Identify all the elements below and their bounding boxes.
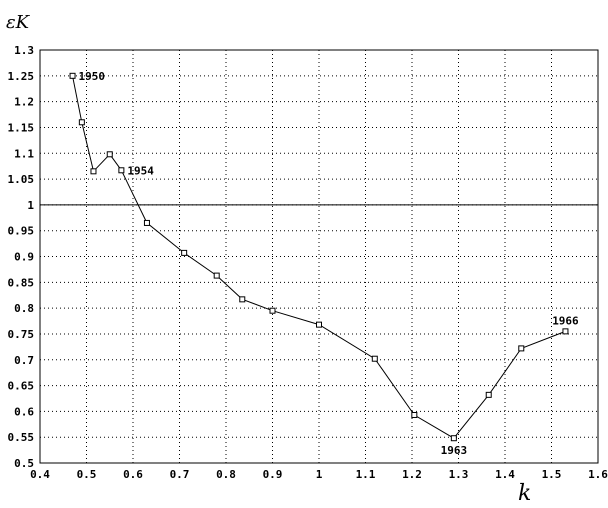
- data-point: [143, 219, 150, 226]
- annotation-label: 1966: [552, 314, 579, 327]
- x-tick-label: 1.2: [402, 468, 422, 481]
- x-axis-title: k: [518, 481, 531, 506]
- x-tick-label: 1.1: [356, 468, 376, 481]
- x-tick-label: 1.3: [449, 468, 469, 481]
- x-tick-labels: 0.4 0.5 0.6 0.7 0.8 0.9 1 1.1 1.2 1.3 1.4 1.5 1.6: [30, 468, 608, 481]
- data-point: [411, 411, 418, 418]
- y-tick-labels: 0.5 0.55 0.6 0.65 0.7 0.75 0.8 0.85 0.9 0.95 1 1.05…: [8, 44, 35, 470]
- x-tick-label: 0.4: [30, 468, 50, 481]
- y-tick-label: 1.3: [14, 44, 34, 57]
- y-tick-label: 0.95: [8, 225, 35, 238]
- y-tick-label: 0.65: [8, 380, 35, 393]
- x-tick-label: 1.6: [588, 468, 608, 481]
- y-tick-label: 0.75: [8, 328, 35, 341]
- data-point: [562, 328, 569, 335]
- x-tick-label: 0.6: [123, 468, 143, 481]
- y-tick-label: 1: [27, 199, 34, 212]
- data-point: [118, 167, 125, 174]
- data-point: [69, 72, 76, 79]
- x-tick-label: 0.9: [263, 468, 283, 481]
- y-tick-label: 1.25: [8, 70, 35, 83]
- y-tick-label: 0.7: [14, 354, 34, 367]
- data-point: [269, 307, 276, 314]
- y-tick-label: 0.9: [14, 251, 34, 264]
- x-tick-label: 1.4: [495, 468, 515, 481]
- y-tick-label: 0.85: [8, 276, 35, 289]
- y-tick-label: 1.15: [8, 121, 35, 134]
- data-point: [213, 272, 220, 279]
- y-axis-title: εK: [6, 12, 31, 33]
- plot-area-frame: [39, 49, 599, 464]
- data-point: [485, 391, 492, 398]
- data-point: [450, 435, 457, 442]
- annotation-label: 1954: [127, 164, 154, 177]
- x-tick-label: 1.5: [542, 468, 562, 481]
- data-point: [90, 168, 97, 175]
- y-tick-label: 0.5: [14, 457, 34, 470]
- y-tick-label: 1.1: [14, 147, 34, 160]
- data-point: [78, 119, 85, 126]
- annotation-label: 1950: [79, 70, 106, 83]
- data-point: [106, 151, 113, 158]
- y-tick-label: 1.05: [8, 173, 35, 186]
- x-tick-label: 0.7: [170, 468, 190, 481]
- data-point: [239, 296, 246, 303]
- x-tick-label: 0.8: [216, 468, 236, 481]
- y-tick-label: 0.8: [14, 302, 34, 315]
- series-markers: [69, 72, 569, 442]
- data-point: [518, 345, 525, 352]
- y-tick-label: 0.6: [14, 405, 34, 418]
- y-tick-label: 0.55: [8, 431, 35, 444]
- x-tick-label: 0.5: [77, 468, 97, 481]
- y-tick-label: 1.2: [14, 96, 34, 109]
- data-point: [181, 249, 188, 256]
- data-point: [316, 321, 322, 328]
- plot-area-background: [40, 50, 598, 463]
- annotation-label: 1963: [441, 444, 468, 457]
- data-point: [371, 355, 378, 362]
- x-tick-label: 1: [316, 468, 323, 481]
- point-annotations: 1950 1954 1963 1966: [79, 70, 580, 457]
